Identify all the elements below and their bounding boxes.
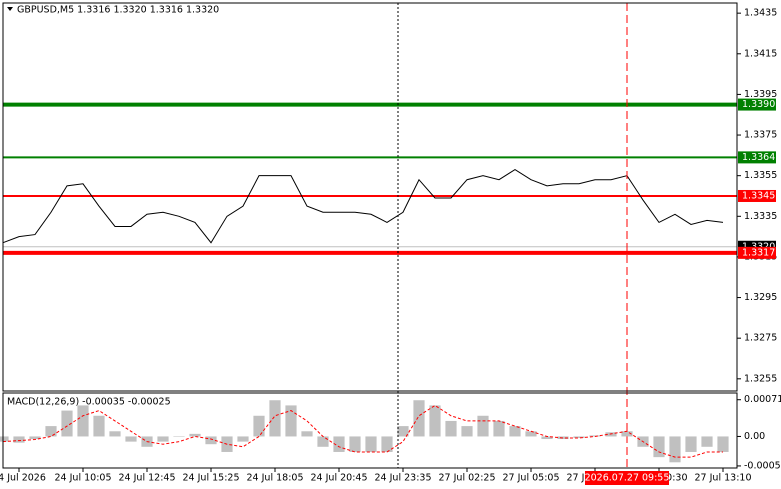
current-price-label: 1.3320 xyxy=(742,241,775,252)
level-box xyxy=(738,98,776,111)
macd-bar xyxy=(301,431,313,437)
x-tick-label: 27 Jul 05:05 xyxy=(503,473,560,484)
macd-bar xyxy=(493,420,505,437)
level-box xyxy=(738,189,776,202)
signal-line xyxy=(2,404,723,458)
macd-bar xyxy=(701,436,713,447)
x-tick-label: 24 Jul 2026 xyxy=(0,473,46,484)
marks xyxy=(0,3,737,468)
macd-bar xyxy=(365,436,377,452)
macd-bar xyxy=(205,436,217,445)
macd-bar xyxy=(253,415,265,437)
level-tag: 1.3345 xyxy=(738,189,776,202)
macd-bar xyxy=(605,432,617,437)
macd-bar xyxy=(717,436,729,452)
y-tick-label: 1.3395 xyxy=(744,89,777,100)
macd-bar xyxy=(13,436,25,443)
macd-bar xyxy=(429,405,441,437)
macd-bar xyxy=(285,405,297,437)
y-tick-label: 1.3375 xyxy=(744,130,777,141)
x-tick-label: 24 Jul 10:05 xyxy=(55,473,112,484)
y-tick-label: 1.3255 xyxy=(744,373,777,384)
level-tag: 1.3364 xyxy=(738,151,776,164)
x-tick-label: 24 Jul 20:45 xyxy=(311,473,368,484)
macd-bar xyxy=(461,426,473,437)
macd-bar xyxy=(189,433,201,437)
x-tick-label: 27 Jul 02:25 xyxy=(439,473,496,484)
macd-bar xyxy=(317,436,329,447)
level-box xyxy=(738,151,776,164)
chart-title: GBPUSD,M5 1.3316 1.3320 1.3316 1.3320 xyxy=(17,5,219,16)
x-tick-label: 24 Jul 15:25 xyxy=(183,473,240,484)
level-label: 1.3345 xyxy=(742,190,775,201)
macd-bar xyxy=(77,405,89,437)
macd-bar xyxy=(381,436,393,452)
time-marker-label: 2026.07.27 09:55 xyxy=(585,473,670,484)
price-line xyxy=(2,168,724,244)
macd-bar xyxy=(109,431,121,437)
macd-bar xyxy=(397,426,409,437)
macd-bar xyxy=(573,436,585,438)
macd-bar xyxy=(413,400,425,437)
macd-bar xyxy=(541,436,553,440)
level-label: 1.3390 xyxy=(742,99,775,110)
macd-bar xyxy=(269,400,281,437)
y-tick-label: 1.3355 xyxy=(744,170,777,181)
macd-bar xyxy=(445,420,457,437)
level-box xyxy=(738,246,776,259)
y-tick-label: 1.3415 xyxy=(744,48,777,59)
macd-bar xyxy=(669,436,681,463)
macd-bar xyxy=(157,436,169,442)
time-marker-box xyxy=(585,471,669,485)
macd-bar xyxy=(557,436,569,440)
menu-arrow xyxy=(7,7,13,11)
macd-bar xyxy=(173,436,185,437)
macd-bar xyxy=(685,436,697,452)
overlay: 2026.07.27 09:55 1.3320 1.3390 1.3364 1.3345… xyxy=(585,98,776,485)
x-tick-label: 24 Jul 12:45 xyxy=(119,473,176,484)
macd-bar xyxy=(237,436,249,442)
y-tick-label: 1.3275 xyxy=(744,333,777,344)
macd-title: MACD(12,26,9) -0.00035 -0.00025 xyxy=(7,397,171,408)
level-tag: 1.3390 xyxy=(738,98,776,111)
y-tick-label: 0.00 xyxy=(744,431,765,442)
y-tick-label: 1.3335 xyxy=(744,211,777,222)
level-tag: 1.3317 xyxy=(738,246,776,259)
macd-bar xyxy=(0,436,9,442)
macd-bar xyxy=(509,426,521,437)
y-tick-label: 1.3435 xyxy=(744,8,777,19)
macd-bar xyxy=(589,435,601,437)
main-frame xyxy=(2,2,738,392)
x-tick-label: 24 Jul 18:05 xyxy=(247,473,304,484)
macd-bar xyxy=(333,436,345,452)
y-tick-label: 1.3295 xyxy=(744,292,777,303)
macd-frame xyxy=(2,392,738,469)
x-tick-label: 27 Jul 13:10 xyxy=(695,473,752,484)
level-label: 1.3364 xyxy=(742,152,775,163)
macd-bar xyxy=(621,431,633,437)
y-tick-label: 0.00071 xyxy=(744,394,781,405)
macd-bar xyxy=(653,436,665,458)
macd-bar xyxy=(349,436,361,452)
y-tick-label: -0.00057 xyxy=(744,460,781,471)
macd-bar xyxy=(93,415,105,437)
macd-bar xyxy=(29,436,41,440)
macd-bar xyxy=(525,431,537,437)
macd-bar xyxy=(61,410,73,437)
macd-bar xyxy=(45,426,57,437)
level-label: 1.3317 xyxy=(742,247,775,258)
x-tick-label: 24 Jul 23:35 xyxy=(375,473,432,484)
macd-bar xyxy=(125,436,137,442)
macd-bar xyxy=(477,415,489,437)
